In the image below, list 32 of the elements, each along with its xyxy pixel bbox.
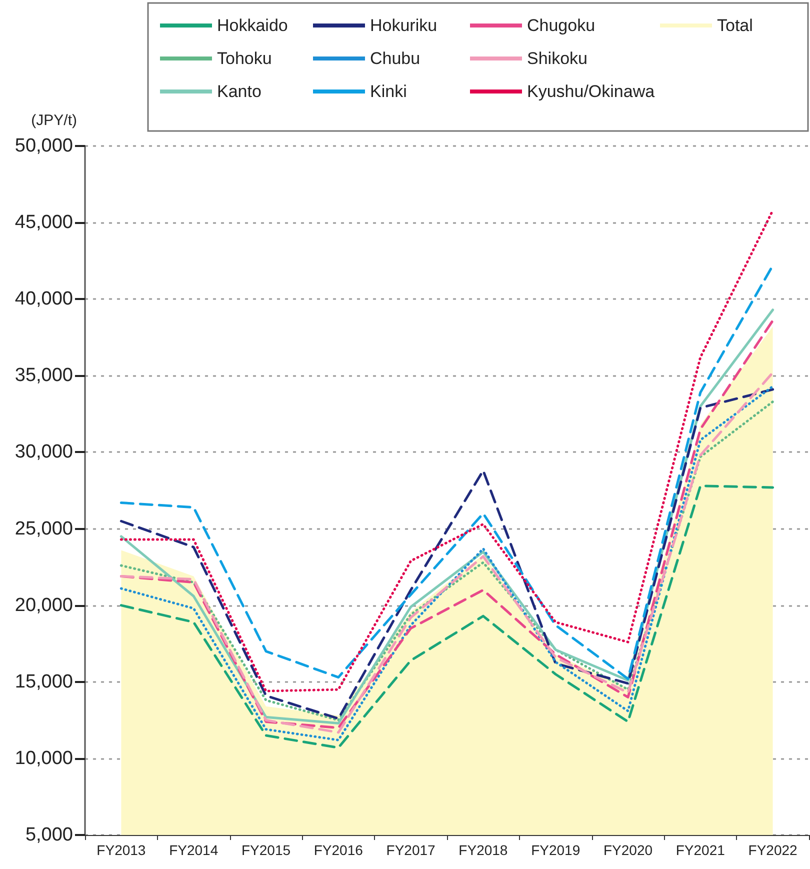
- x-tick-label: FY2015: [241, 842, 291, 858]
- y-tick-label: 50,000: [14, 136, 73, 156]
- legend-label: Hokkaido: [217, 16, 288, 35]
- legend-label: Shikoku: [527, 49, 588, 68]
- x-tick-label: FY2019: [531, 842, 580, 858]
- line-series: [120, 484, 774, 749]
- y-tick-label: 20,000: [14, 594, 73, 616]
- legend-label: Total: [717, 16, 753, 35]
- y-tick-label: 15,000: [14, 671, 73, 692]
- legend-label: Chubu: [370, 49, 420, 68]
- x-tick-label: FY2022: [748, 842, 798, 858]
- legend-label: Chugoku: [527, 16, 596, 35]
- y-axis-title: (JPY/t): [31, 112, 77, 129]
- legend-label: Hokuriku: [370, 16, 438, 35]
- x-tick-label: FY2013: [96, 842, 146, 858]
- y-tick-label: 35,000: [14, 365, 73, 386]
- x-tick-label: FY2016: [314, 842, 364, 858]
- y-tick-label: 25,000: [14, 518, 73, 540]
- y-tick-label: 10,000: [14, 748, 73, 769]
- y-tick-label: 40,000: [14, 288, 73, 310]
- y-tick-label: 45,000: [14, 212, 73, 234]
- x-tick-label: FY2018: [458, 842, 508, 858]
- x-tick-label: FY2017: [386, 842, 436, 858]
- legend-label: Kanto: [217, 82, 262, 101]
- y-tick-label: 30,000: [14, 442, 73, 463]
- legend-label: Tohoku: [217, 49, 272, 68]
- legend-label: Kinki: [370, 82, 407, 101]
- x-tick-label: FY2014: [169, 842, 218, 858]
- y-tick-label: 5,000: [25, 824, 73, 846]
- legend-label: Kyushu/Okinawa: [527, 82, 656, 101]
- x-tick-label: FY2020: [603, 842, 653, 858]
- x-tick-label: FY2021: [676, 842, 726, 858]
